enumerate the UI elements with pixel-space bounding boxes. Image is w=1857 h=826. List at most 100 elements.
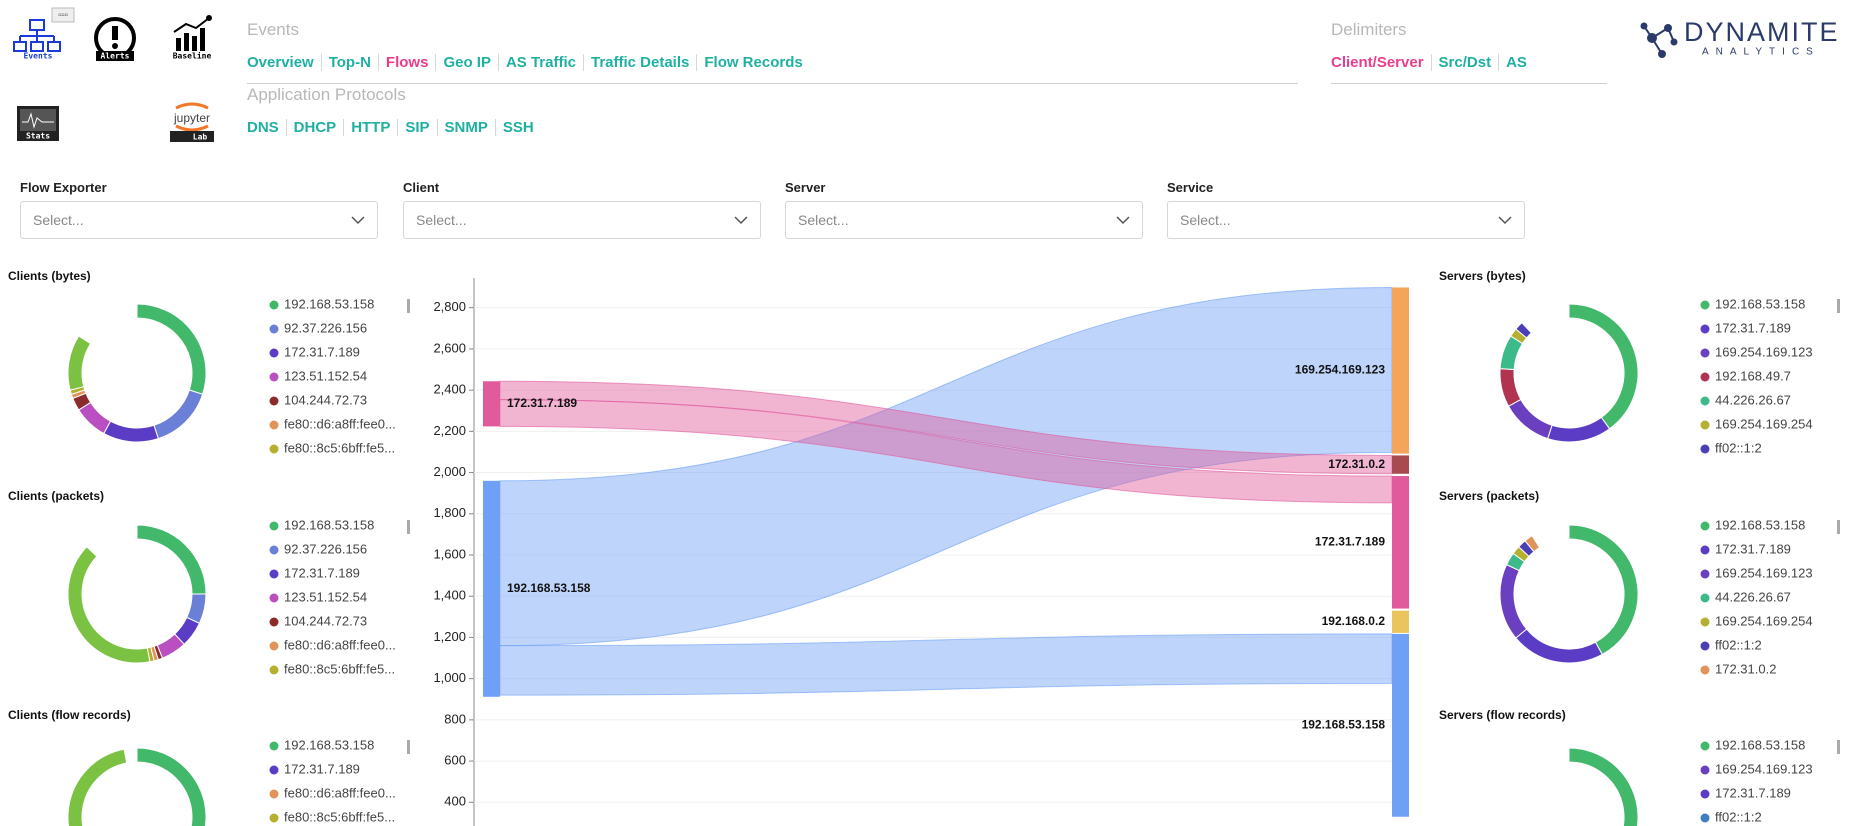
filter-select[interactable]: Select... (785, 201, 1143, 239)
legend-dot (1700, 813, 1710, 823)
menu-link[interactable]: AS (1498, 54, 1534, 71)
filter-label: Server (785, 180, 826, 195)
sankey-node (1392, 287, 1409, 454)
legend-dot (1700, 765, 1710, 775)
legend-label: fe80::d6:a8ff:fee0... (284, 416, 396, 431)
sankey-node (483, 381, 500, 427)
donut-slice (1499, 368, 1522, 407)
menu-link[interactable]: Geo IP (435, 54, 498, 71)
filter-select[interactable]: Select... (1167, 201, 1525, 239)
legend-dot (269, 324, 279, 334)
donut-slice (153, 389, 204, 440)
jupyter-icon[interactable]: jupyter Lab (170, 102, 214, 142)
legend-scrollbar (1837, 520, 1840, 534)
menu-link[interactable]: Overview (247, 54, 314, 71)
alerts-icon[interactable]: Alerts (94, 17, 136, 61)
donut-slice (136, 524, 207, 595)
node-label: 172.31.0.2 (1328, 457, 1385, 471)
chevron (734, 216, 748, 225)
menu-link[interactable]: SNMP (436, 119, 495, 136)
menu-link[interactable]: DNS (247, 119, 279, 136)
legend-dot (269, 665, 279, 675)
menu-link[interactable]: AS Traffic (497, 54, 583, 71)
menu-rule (1331, 83, 1607, 84)
menu-link[interactable]: SIP (397, 119, 436, 136)
menu-rule (247, 83, 1298, 84)
menu-links: Client/Server Src/Dst AS (1331, 54, 1534, 71)
y-tick-label: 1,800 (433, 505, 466, 520)
legend-dot (1700, 741, 1710, 751)
sankey-node (1392, 633, 1409, 817)
legend-dot (1700, 617, 1710, 627)
y-tick-label: 1,400 (433, 588, 466, 603)
legend-label: fe80::8c5:6bff:fe5... (284, 661, 395, 676)
filter-select[interactable]: Select... (403, 201, 761, 239)
y-tick-label: 2,200 (433, 423, 466, 438)
filter-select[interactable]: Select... (20, 201, 378, 239)
legend-label: ff02::1:2 (1715, 637, 1762, 652)
legend-label: ff02::1:2 (1715, 440, 1762, 455)
legend-scrollbar (407, 520, 410, 534)
sankey-node (1392, 455, 1409, 474)
node-label: 192.168.0.2 (1322, 614, 1386, 628)
panel-title: Servers (bytes) (1439, 269, 1526, 283)
menu-link[interactable]: SSH (494, 119, 541, 136)
links (499, 286, 1393, 696)
legend-label: 192.168.53.158 (1715, 296, 1805, 311)
menu-link[interactable]: Top-N (320, 54, 378, 71)
menu-link[interactable]: DHCP (285, 119, 344, 136)
menu-link[interactable]: Flow Records (696, 54, 809, 71)
menu-link[interactable]: Flows (377, 54, 436, 71)
y-tick-label: 800 (444, 711, 466, 726)
menu-link[interactable]: HTTP (343, 119, 397, 136)
legend-dot (269, 396, 279, 406)
node-label: 172.31.7.189 (1315, 534, 1385, 548)
legend-label: 169.254.169.254 (1715, 613, 1813, 628)
legend-dot (269, 444, 279, 454)
legend-dot (1700, 569, 1710, 579)
legend-label: fe80::d6:a8ff:fee0... (284, 785, 396, 800)
legend-label: 172.31.0.2 (1715, 661, 1776, 676)
donut-slice (67, 748, 128, 826)
donut-slice (1515, 321, 1533, 339)
legend-dot (269, 789, 279, 799)
logo-name: DYNAMITE (1684, 17, 1840, 47)
legend-dot (269, 372, 279, 382)
node-label: 192.168.53.158 (507, 581, 591, 595)
legend-dot (269, 741, 279, 751)
donut-slice (67, 335, 92, 391)
legend-label: 169.254.169.123 (1715, 344, 1813, 359)
legend-dot (1700, 593, 1710, 603)
legend-label: 172.31.7.189 (284, 344, 360, 359)
y-tick-label: 2,400 (433, 382, 466, 397)
node-label: 192.168.53.158 (1302, 717, 1386, 731)
donut-slice (136, 747, 207, 826)
filter-label: Flow Exporter (20, 180, 107, 195)
panel-title: Clients (flow records) (8, 708, 131, 722)
menu-heading: Delimiters (1331, 20, 1407, 39)
baseline-icon[interactable]: Baseline (173, 15, 212, 61)
donut-slice (1568, 747, 1639, 826)
legend-label: 192.168.53.158 (284, 517, 374, 532)
legend-label: fe80::d6:a8ff:fee0... (284, 637, 396, 652)
legend-label: 192.168.53.158 (1715, 517, 1805, 532)
menu-link[interactable]: Src/Dst (1430, 54, 1499, 71)
legend-label: 169.254.169.123 (1715, 761, 1813, 776)
legend-label: 192.168.53.158 (284, 296, 374, 311)
legend-label: 169.254.169.123 (1715, 565, 1813, 580)
legend-dot (269, 765, 279, 775)
panel-title: Clients (bytes) (8, 269, 91, 283)
menu-link[interactable]: Traffic Details (582, 54, 696, 71)
legend-label: 192.168.49.7 (1715, 368, 1791, 383)
donut-slice (67, 546, 151, 664)
panel-title: Servers (packets) (1439, 489, 1539, 503)
stats-icon[interactable]: Stats (17, 106, 59, 141)
legend-dot (1700, 396, 1710, 406)
legend-dot (1700, 348, 1710, 358)
y-tick-label: 2,800 (433, 299, 466, 314)
legend-label: 123.51.152.54 (284, 368, 367, 383)
donut-slice (103, 420, 159, 443)
legend-label: 104.244.72.73 (284, 392, 367, 407)
menu-link[interactable]: Client/Server (1331, 54, 1424, 71)
events-icon[interactable]: Events ▫▫▫ (13, 7, 75, 61)
